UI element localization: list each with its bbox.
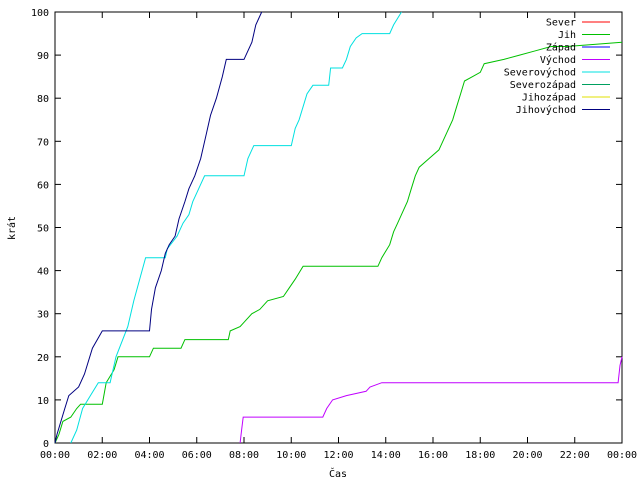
legend-label: Severozápad <box>510 79 576 91</box>
x-tick-label: 14:00 <box>371 450 401 461</box>
series-line-jih <box>54 41 623 444</box>
legend: SeverJihZápadVýchodSeverovýchodSeverozáp… <box>504 18 610 116</box>
x-axis-label: Čas <box>329 467 347 480</box>
x-tick-label: 00:00 <box>40 450 70 461</box>
x-tick-label: 08:00 <box>229 450 259 461</box>
x-tick-label: 16:00 <box>418 450 448 461</box>
x-tick-label: 12:00 <box>323 450 353 461</box>
series-line-severovýchod <box>70 11 402 444</box>
x-tick-label: 10:00 <box>276 450 306 461</box>
legend-label: Jihovýchod <box>516 104 576 116</box>
legend-label: Sever <box>546 18 576 29</box>
y-tick-label: 100 <box>31 8 49 19</box>
y-tick-label: 70 <box>37 137 49 148</box>
y-tick-label: 30 <box>37 310 49 321</box>
x-tick-label: 20:00 <box>512 450 542 461</box>
legend-label: Západ <box>546 42 576 54</box>
legend-label: Jihozápad <box>522 92 576 104</box>
axis-ticks <box>54 11 623 444</box>
y-tick-label: 50 <box>37 224 49 235</box>
legend-label: Východ <box>540 54 576 66</box>
legend-label: Jih <box>558 30 576 41</box>
series-line-jihovýchod <box>54 11 263 444</box>
y-tick-label: 80 <box>37 94 49 105</box>
y-tick-label: 60 <box>37 180 49 191</box>
y-tick-label: 40 <box>37 267 49 278</box>
x-tick-label: 06:00 <box>182 450 212 461</box>
y-tick-label: 10 <box>37 396 49 407</box>
x-tick-label: 02:00 <box>87 450 117 461</box>
y-tick-label: 20 <box>37 353 49 364</box>
series-lines <box>54 11 623 444</box>
legend-label: Severovýchod <box>504 67 576 79</box>
y-tick-label: 0 <box>43 439 49 450</box>
x-tick-label: 04:00 <box>134 450 164 461</box>
y-axis-label: krát <box>6 216 18 240</box>
y-tick-label: 90 <box>37 51 49 62</box>
x-tick-label: 18:00 <box>465 450 495 461</box>
series-line-východ <box>239 356 623 444</box>
x-tick-label: 00:00 <box>607 450 637 461</box>
x-tick-label: 22:00 <box>560 450 590 461</box>
axis-tick-labels: 0 10 20 30 40 50 60 70 80 90 100 00:00 02:00 04:00 06:… <box>31 8 637 461</box>
